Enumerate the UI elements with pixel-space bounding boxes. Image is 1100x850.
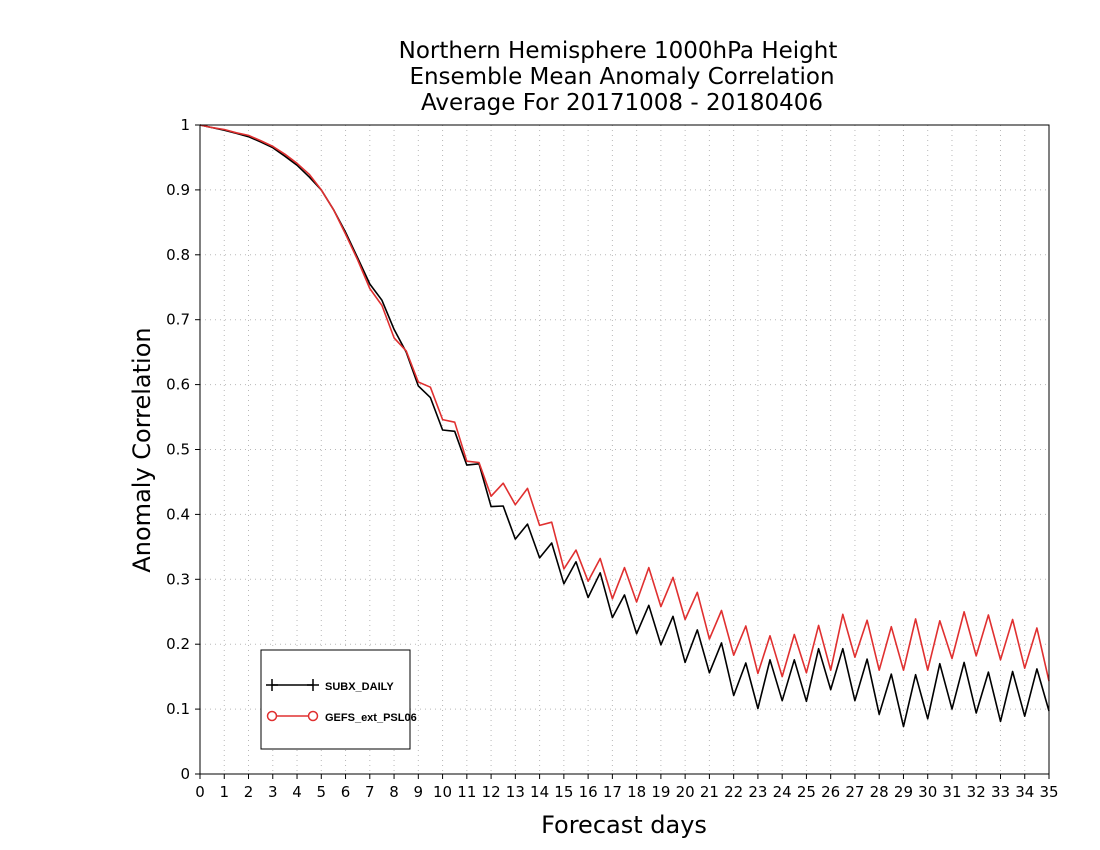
y-tick-label: 0.1 [166, 700, 190, 718]
y-tick-label: 0.7 [166, 311, 190, 329]
chart-title-line-2: Ensemble Mean Anomaly Correlation [409, 64, 834, 90]
x-tick-label: 17 [603, 783, 622, 801]
x-tick-label: 31 [942, 783, 961, 801]
x-tick-label: 26 [821, 783, 840, 801]
x-tick-label: 28 [870, 783, 889, 801]
y-tick-label: 1 [180, 116, 190, 134]
x-tick-label: 8 [389, 783, 399, 801]
axis-ticks: 0 1 2 3 4 5 6 7 8 9 10 11 12 13 14 15 16 17 18 19 20 21 22 23 24… [166, 116, 1058, 801]
plus-icon [266, 679, 319, 691]
x-tick-label: 4 [292, 783, 302, 801]
x-tick-label: 14 [530, 783, 549, 801]
legend: SUBX_DAILY GEFS_ext_PSL06 [260, 649, 417, 750]
y-tick-label: 0.9 [166, 181, 190, 199]
circle-icon [266, 710, 278, 722]
x-tick-label: 0 [195, 783, 205, 801]
x-tick-label: 16 [579, 783, 598, 801]
x-tick-label: 29 [894, 783, 913, 801]
y-axis-title: Anomaly Correlation [128, 327, 156, 572]
y-tick-label: 0.4 [166, 505, 190, 523]
x-tick-label: 2 [244, 783, 254, 801]
chart-title-line-3: Average For 20171008 - 20180406 [421, 90, 823, 116]
y-tick-label: 0 [180, 765, 190, 783]
x-tick-label: 21 [700, 783, 719, 801]
x-axis-title: Forecast days [541, 811, 707, 839]
x-tick-label: 25 [797, 783, 816, 801]
series-line-subx-daily [199, 124, 1050, 728]
x-tick-label: 10 [433, 783, 452, 801]
x-tick-label: 24 [773, 783, 792, 801]
x-tick-label: 20 [676, 783, 695, 801]
legend-box [260, 649, 411, 750]
x-tick-label: 1 [219, 783, 229, 801]
x-tick-label: 6 [341, 783, 351, 801]
x-tick-label: 23 [748, 783, 767, 801]
y-tick-label: 0.6 [166, 376, 190, 394]
x-tick-label: 7 [365, 783, 375, 801]
legend-label-subx: SUBX_DAILY [325, 681, 394, 693]
x-tick-label: 30 [918, 783, 937, 801]
x-tick-label: 22 [724, 783, 743, 801]
x-tick-label: 12 [482, 783, 501, 801]
y-tick-label: 0.8 [166, 246, 190, 264]
y-tick-label: 0.2 [166, 635, 190, 653]
x-tick-label: 3 [268, 783, 278, 801]
x-tick-label: 5 [317, 783, 327, 801]
x-tick-label: 34 [1015, 783, 1034, 801]
chart-title-line-1: Northern Hemisphere 1000hPa Height [399, 38, 838, 64]
legend-label-gefs: GEFS_ext_PSL06 [325, 712, 417, 724]
series-line-gefs-ext-psl06 [199, 124, 1050, 682]
x-tick-label: 9 [414, 783, 424, 801]
x-tick-label: 35 [1039, 783, 1058, 801]
x-tick-label: 11 [457, 783, 476, 801]
x-tick-label: 15 [554, 783, 573, 801]
y-tick-label: 0.5 [166, 441, 190, 459]
x-tick-label: 33 [991, 783, 1010, 801]
x-tick-label: 19 [651, 783, 670, 801]
x-tick-label: 32 [967, 783, 986, 801]
series-lines [199, 124, 1050, 728]
x-tick-label: 13 [506, 783, 525, 801]
circle-icon [307, 710, 319, 722]
y-tick-label: 0.3 [166, 570, 190, 588]
x-tick-label: 18 [627, 783, 646, 801]
x-tick-label: 27 [845, 783, 864, 801]
